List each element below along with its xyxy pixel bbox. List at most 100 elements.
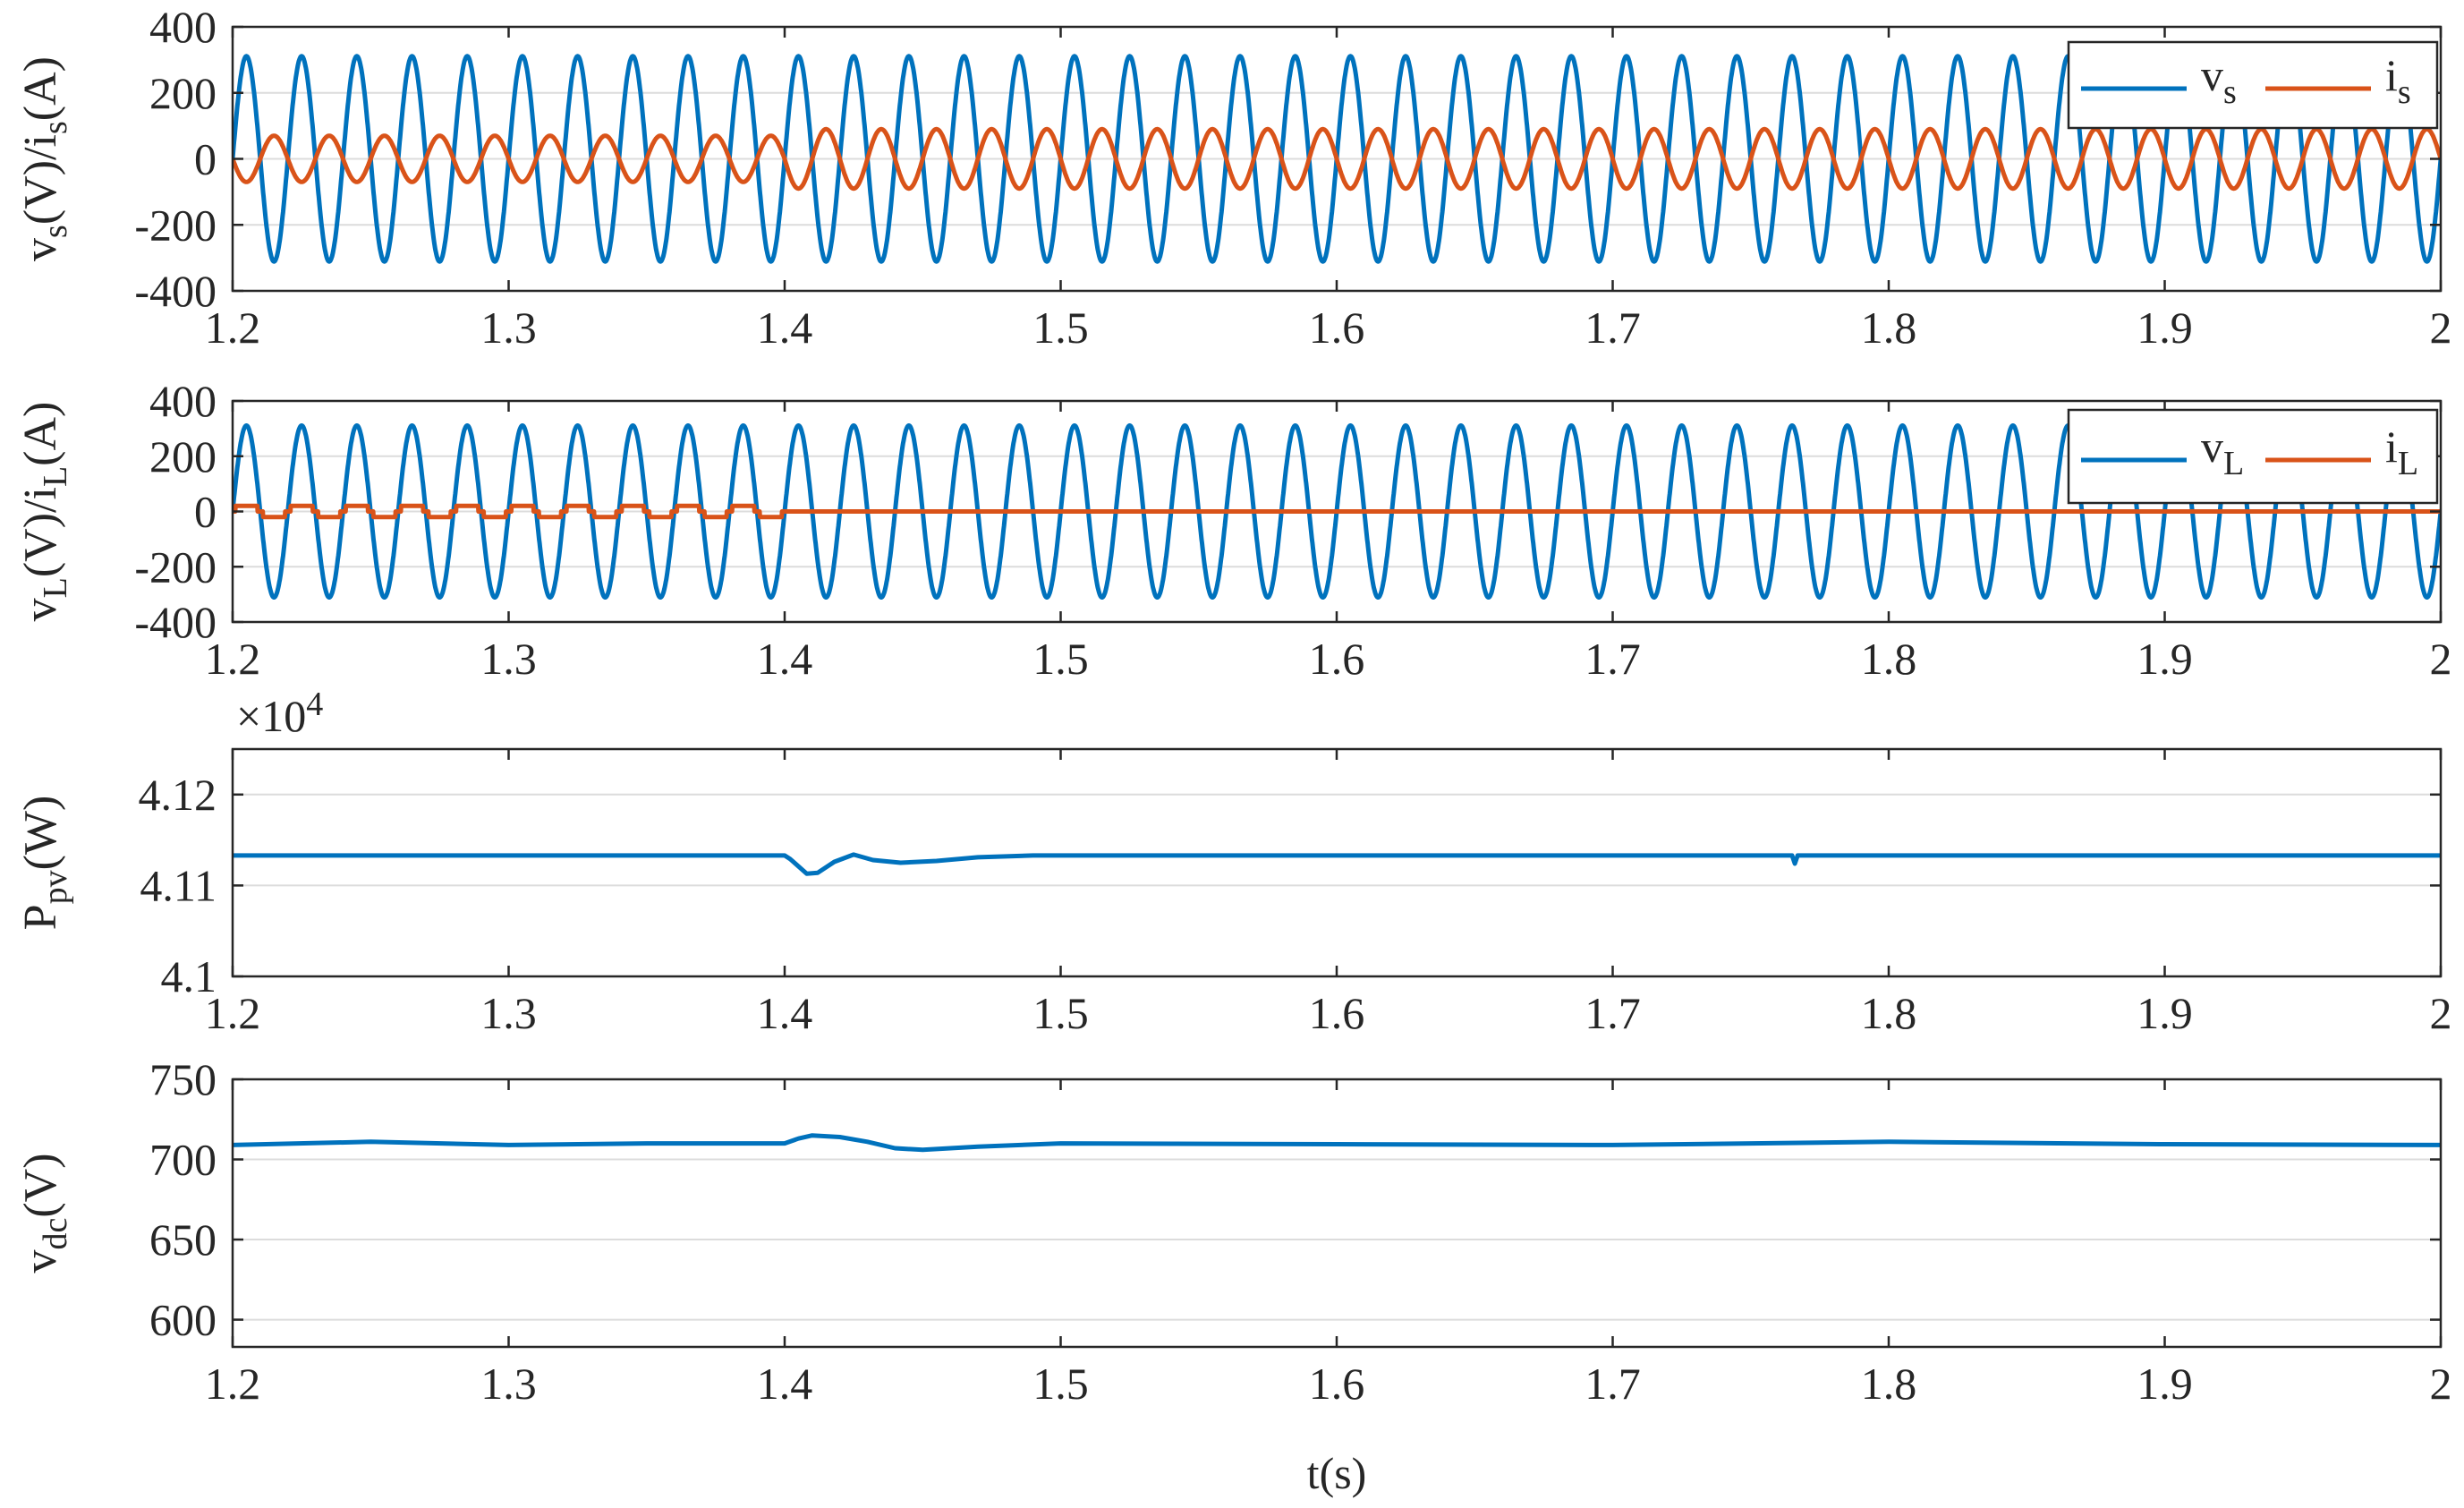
x-tick-label: 1.4: [757, 988, 813, 1038]
legend-label-text: i: [2385, 422, 2398, 472]
y-tick-label: 400: [149, 2, 217, 52]
series-line-iL: [233, 503, 2441, 520]
y-tick-label: 4.12: [139, 770, 217, 820]
x-tick-label: 1.3: [480, 634, 537, 684]
y-tick-label: -400: [134, 266, 217, 316]
y-label-part: (A): [15, 402, 66, 466]
y-label-part: P: [15, 904, 66, 930]
x-tick-label: 1.5: [1032, 302, 1089, 353]
x-tick-label: 1.8: [1861, 988, 1917, 1038]
y-tick-label: 4.1: [161, 951, 217, 1001]
legend: vL iL: [2067, 408, 2439, 505]
x-tick-label: 1.9: [2137, 634, 2193, 684]
legend-label-iL: iL: [2385, 422, 2418, 482]
legend-label-sub: s: [2398, 73, 2411, 111]
x-tick-label: 1.8: [1861, 1359, 1917, 1409]
panel-1: 1.2 1.3 1.4 1.5 1.6 1.7 1.8 1.9 2 400 200 0 -200 -400…: [15, 2, 2452, 353]
legend-box: [2067, 40, 2439, 130]
y-label-sub: L: [37, 466, 74, 487]
x-tick-label: 2: [2430, 302, 2452, 353]
y-tick-label: 750: [149, 1054, 217, 1104]
y-tick-label: 200: [149, 431, 217, 481]
legend-box: [2067, 408, 2439, 505]
x-tick-label: 1.4: [757, 1359, 813, 1409]
x-tick-label: 1.2: [205, 988, 261, 1038]
series-line-is: [233, 126, 2441, 192]
x-tick-label: 1.2: [205, 634, 261, 684]
panel-3: 1.2 1.3 1.4 1.5 1.6 1.7 1.8 1.9 2 4.12 4.11 4.1 Ppv(…: [15, 686, 2452, 1038]
series-group: [233, 1133, 2441, 1153]
x-tick-label: 1.3: [480, 1359, 537, 1409]
x-tick-label: 1.4: [757, 302, 813, 353]
x-tick-label: 1.5: [1032, 634, 1089, 684]
x-tick-label: 1.9: [2137, 988, 2193, 1038]
x-tick-label: 1.2: [205, 1359, 261, 1409]
y-axis-label: Ppv(W): [15, 796, 74, 931]
x-tick-label: 1.7: [1585, 634, 1641, 684]
y-tick-label: 400: [149, 376, 217, 426]
plot-frame: [231, 1078, 2443, 1349]
legend-label-text: v: [2201, 422, 2223, 472]
x-tick-label: 1.7: [1585, 988, 1641, 1038]
legend-label-sub: L: [2223, 445, 2244, 482]
legend-label-is: is: [2385, 50, 2411, 111]
x-tick-label: 2: [2430, 1359, 2452, 1409]
y-label-part: (W): [15, 796, 66, 871]
x-tick-label: 1.4: [757, 634, 813, 684]
legend-label-vL: vL: [2201, 422, 2244, 482]
x-tick-label: 1.7: [1585, 302, 1641, 353]
y-tick-label: -200: [134, 541, 217, 592]
y-tick-label: 650: [149, 1214, 217, 1265]
x-tick-label: 1.8: [1861, 302, 1917, 353]
x-tick-label: 1.9: [2137, 1359, 2193, 1409]
legend-label-text: v: [2201, 50, 2223, 100]
y-label-part: (A): [15, 56, 66, 121]
y-label-part: v: [15, 598, 66, 621]
y-label-sub: pv: [37, 870, 74, 904]
y-label-sub: L: [37, 577, 74, 598]
y-axis-label: vs(V)/is(A): [15, 56, 74, 261]
exponent-power: 4: [306, 686, 323, 723]
y-tick-label: 200: [149, 68, 217, 118]
y-axis-label: vL(V)/iL(A): [15, 402, 74, 622]
exponent-base: ×10: [236, 691, 306, 741]
x-tick-label: 1.8: [1861, 634, 1917, 684]
series-line-p4: [233, 1133, 2441, 1153]
series-group: [233, 852, 2441, 876]
x-tick-label: 1.6: [1309, 302, 1365, 353]
x-tick-label: 2: [2430, 634, 2452, 684]
y-tick-label: 4.11: [140, 860, 217, 910]
series-line-p3: [233, 852, 2441, 876]
y-label-part: v: [15, 1250, 66, 1274]
legend-label-vs: vs: [2201, 50, 2237, 111]
x-tick-label: 1.5: [1032, 988, 1089, 1038]
legend: vs is: [2067, 40, 2439, 130]
y-label-part: (V)/i: [15, 487, 66, 577]
y-axis-label: vdc(V): [15, 1153, 74, 1273]
y-tick-label: 0: [194, 134, 217, 184]
y-label-part: v: [15, 238, 66, 261]
y-tick-label: 0: [194, 487, 217, 537]
x-tick-label: 1.3: [480, 988, 537, 1038]
y-label-sub: s: [37, 121, 74, 134]
x-tick-label: 2: [2430, 988, 2452, 1038]
plot-frame: [231, 747, 2443, 978]
x-tick-label: 1.7: [1585, 1359, 1641, 1409]
y-tick-label: 600: [149, 1295, 217, 1345]
y-label-sub: s: [37, 225, 74, 238]
legend-label-sub: s: [2223, 73, 2237, 111]
y-label-part: (V)/i: [15, 134, 66, 225]
x-tick-label: 1.6: [1309, 1359, 1365, 1409]
y-tick-label: -400: [134, 597, 217, 647]
exponent-label: ×104: [236, 686, 323, 741]
y-tick-label: -200: [134, 200, 217, 250]
x-tick-label: 1.5: [1032, 1359, 1089, 1409]
x-axis-title: t(s): [1307, 1448, 1367, 1498]
legend-label-sub: L: [2398, 445, 2418, 482]
legend-label-text: i: [2385, 50, 2398, 100]
x-tick-label: 1.9: [2137, 302, 2193, 353]
x-tick-label: 1.6: [1309, 634, 1365, 684]
y-tick-label: 700: [149, 1135, 217, 1185]
y-label-part: (V): [15, 1153, 66, 1217]
